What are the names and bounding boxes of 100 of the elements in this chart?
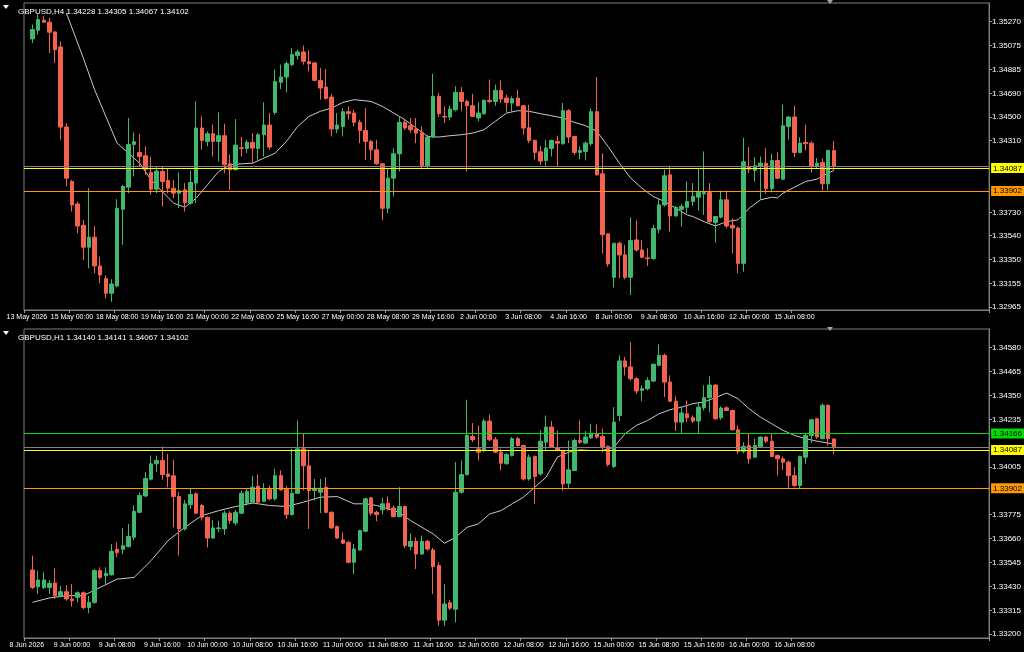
y-tick-label: 1.33775 [992,510,1022,520]
candlestick [674,395,678,432]
candlestick [617,354,622,422]
candlestick [527,453,531,482]
ref-line-label: 1.34166 [993,429,1023,439]
candlestick [493,84,498,107]
y-tick-label: 1.34465 [992,367,1022,377]
candlestick [58,585,63,598]
y-tick-label: 1.34580 [992,343,1022,353]
candlestick [397,486,402,518]
candlestick [98,566,102,580]
candlestick [30,555,35,590]
candlestick [149,156,153,196]
candlestick [707,182,712,224]
candlestick [216,111,221,162]
candlestick [448,599,452,611]
candlestick [273,69,277,116]
candlestick [442,105,447,124]
y-tick-label: 1.33350 [992,254,1022,264]
candlestick [250,132,255,164]
candlestick [87,187,91,269]
candlestick [341,107,345,137]
ref-line-label: 1.34087 [993,163,1023,173]
y-tick-label: 1.33545 [992,557,1022,567]
y-tick-label: 1.34885 [992,64,1022,74]
candlestick [798,136,802,154]
y-tick-label: 1.33200 [992,629,1022,639]
candlestick [561,102,565,146]
candlestick [262,101,266,157]
candlestick [770,153,774,194]
candlestick [561,449,565,492]
candlestick [53,567,57,600]
candlestick [612,406,616,469]
candlestick [81,590,86,610]
candlestick [420,125,424,170]
candlestick [820,403,825,440]
candlestick [487,79,492,104]
candlestick [679,405,684,435]
line-series [31,392,835,603]
candlestick [115,541,119,558]
y-tick-label: 1.35075 [992,41,1022,51]
line-series [65,12,835,227]
candlestick [832,438,836,455]
candlestick [36,570,40,595]
candlestick [194,491,198,515]
candlestick [352,543,356,575]
chart-title: GBPUSD,H4 1.34228 1.34305 1.34067 1.34102 [18,6,190,16]
text: GBPUSD,H1 1.34140 1.34141 1.34067 1.34102 [18,332,190,342]
candlestick [256,132,260,161]
candlestick [741,137,746,273]
candlestick [104,274,108,299]
y-tick-label: 1.33430 [992,581,1022,591]
candlestick [233,118,238,171]
candlestick [713,383,718,421]
candlestick [154,166,159,194]
candlestick [75,590,80,603]
candlestick [482,418,486,453]
candlestick [820,157,825,192]
y-tick-label: 1.33660 [992,533,1022,543]
candlestick [403,504,407,549]
candlestick [764,435,768,444]
candlestick [262,482,266,503]
candlestick [470,422,475,443]
y-tick-label: 1.32965 [992,302,1022,312]
candlestick [256,474,260,505]
candlestick [719,405,723,421]
candlestick [442,583,447,627]
candlestick [437,561,441,627]
y-tick-label: 1.34310 [992,135,1022,145]
y-tick-label: 1.34350 [992,390,1022,400]
candlestick [510,95,514,112]
candlestick [775,151,780,180]
candlestick [685,399,689,423]
y-tick-label: 1.33540 [992,231,1022,241]
y-tick-label: 1.33730 [992,207,1022,217]
candlestick [200,115,204,151]
y-tick-label: 1.33315 [992,605,1022,615]
candlestick [549,420,554,449]
candlestick [691,414,695,424]
candlestick [245,139,249,154]
candlestick [826,403,830,447]
candlestick [826,149,830,192]
candlestick [228,510,232,525]
candlestick [211,124,215,157]
candlestick [273,468,277,502]
candlestick [815,417,819,440]
candlestick [239,136,244,157]
y-tick-label: 1.33155 [992,278,1022,288]
y-tick-label: 1.34235 [992,414,1022,424]
candlestick [792,105,797,158]
y-tick-label: 1.34005 [992,462,1022,472]
candlestick [578,419,582,445]
candlestick [668,165,672,233]
candlestick [628,216,633,296]
y-tick-label: 1.34500 [992,112,1022,122]
candlestick [764,147,768,195]
candlestick [832,140,836,171]
candlestick [414,536,418,570]
candlestick [420,535,424,556]
ref-line-label: 1.34087 [993,445,1023,455]
